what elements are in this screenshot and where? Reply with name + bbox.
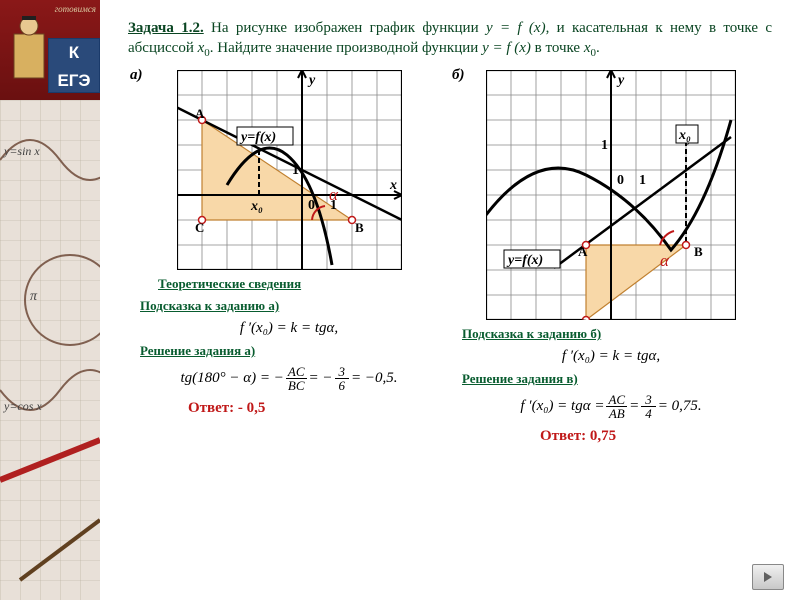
column-b: б) ABCy011x₀y=f(x)αx₀ Подсказка к задани…	[450, 65, 772, 445]
svg-text:1: 1	[639, 173, 646, 188]
theory-link[interactable]: Теоретические сведения	[158, 276, 450, 292]
chart-b: ABCy011x₀y=f(x)αx₀	[486, 70, 736, 320]
solution-a-link[interactable]: Решение задания а)	[140, 343, 450, 359]
svg-text:A: A	[195, 106, 205, 121]
svg-text:x₀: x₀	[250, 199, 263, 214]
ege-badge: К ЕГЭ	[48, 38, 100, 93]
main-content: Задача 1.2. На рисунке изображен график …	[100, 0, 800, 600]
svg-text:y: y	[616, 73, 625, 88]
svg-text:α: α	[660, 251, 670, 270]
problem-statement: Задача 1.2. На рисунке изображен график …	[128, 18, 772, 61]
svg-text:y=f(x): y=f(x)	[506, 253, 543, 268]
svg-text:1: 1	[292, 163, 299, 178]
solution-b-link[interactable]: Решение задания в)	[462, 371, 772, 387]
formula-solution-b: f ′(x₀) = tgα = AC AB = 3 4 = 0,75.	[450, 393, 772, 420]
student-figure-icon	[10, 12, 48, 82]
chart-a: ACByx011x₀y=f(x)α	[177, 70, 402, 270]
formula-tangent-a: f ′(x₀) = k = tgα,	[128, 320, 450, 337]
svg-text:B: B	[355, 220, 364, 235]
svg-text:y: y	[307, 73, 316, 88]
ege-line2: ЕГЭ	[49, 67, 99, 95]
svg-text:y=cos x: y=cos x	[3, 399, 42, 413]
answer-a: Ответ: - 0,5	[188, 400, 450, 417]
answer-b: Ответ: 0,75	[540, 428, 772, 445]
svg-text:π: π	[30, 289, 38, 304]
sidebar: готовимся К ЕГЭ y=sin x π y	[0, 0, 100, 600]
sidebar-caption: готовимся	[55, 4, 96, 14]
next-button[interactable]	[752, 564, 784, 590]
svg-text:1: 1	[601, 138, 608, 153]
svg-text:C: C	[578, 316, 587, 320]
svg-text:y=f(x): y=f(x)	[239, 130, 276, 145]
svg-text:y=sin x: y=sin x	[3, 144, 40, 158]
sidebar-decor: y=sin x π y=cos x	[0, 100, 100, 600]
formula-tangent-b: f ′(x₀) = k = tgα,	[450, 348, 772, 365]
svg-text:B: B	[694, 244, 703, 259]
svg-text:C: C	[195, 220, 204, 235]
svg-text:0: 0	[308, 198, 315, 213]
problem-link[interactable]: Задача 1.2.	[128, 20, 204, 36]
svg-text:A: A	[578, 244, 588, 259]
hint-a-link[interactable]: Подсказка к заданию а)	[140, 298, 450, 314]
column-a: а) ACByx011x₀y=f(x)α Теоретические сведе…	[128, 65, 450, 445]
svg-text:0: 0	[617, 173, 624, 188]
svg-text:α: α	[329, 185, 339, 204]
svg-text:x: x	[389, 178, 397, 193]
svg-text:x₀: x₀	[678, 128, 691, 143]
sidebar-header: готовимся К ЕГЭ	[0, 0, 100, 100]
ege-line1: К	[49, 39, 99, 67]
hint-b-link[interactable]: Подсказка к заданию б)	[462, 326, 772, 342]
formula-solution-a: tg(180° − α) = − AC BC = − 3 6 = −0,5.	[128, 365, 450, 392]
